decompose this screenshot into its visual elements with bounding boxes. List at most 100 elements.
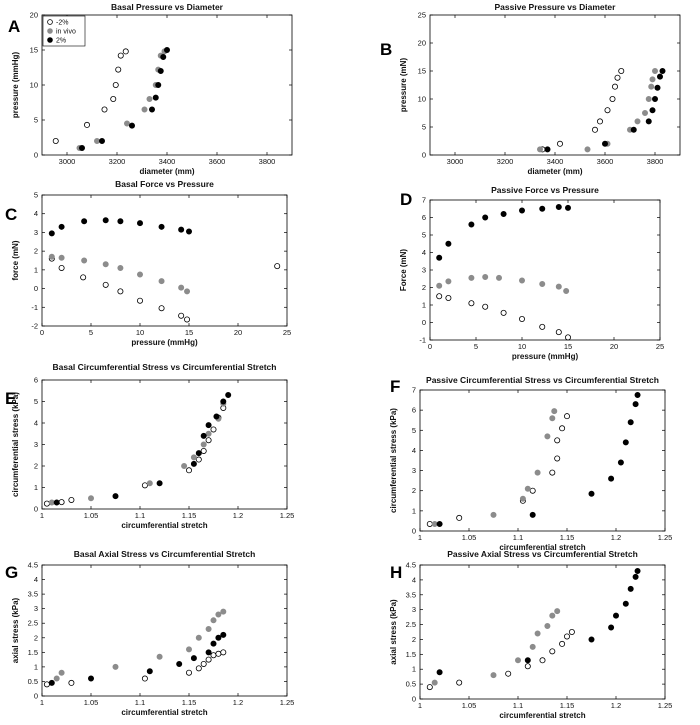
panel-letter: A [8, 17, 20, 36]
panel-letter: G [5, 563, 18, 582]
y-tick-label: 6 [34, 376, 38, 385]
data-point-neg2 [210, 652, 217, 659]
x-axis-label: circumferential stretch [499, 711, 585, 720]
data-point-pos2 [102, 217, 109, 224]
data-point-invivo [649, 76, 656, 83]
x-tick-label: 3200 [109, 157, 126, 166]
data-point-neg2 [205, 656, 212, 663]
data-point-invivo [549, 415, 556, 422]
data-point-invivo [495, 274, 502, 281]
y-tick-label: 4.5 [406, 561, 416, 570]
y-tick-label: 2 [34, 633, 38, 642]
legend-label-invivo: in vivo [56, 29, 76, 36]
data-point-neg2 [220, 649, 227, 656]
y-tick-label: 0.5 [406, 680, 416, 689]
x-tick-label: 1 [418, 533, 422, 542]
data-point-invivo [146, 480, 153, 487]
y-tick-label: 4 [34, 575, 38, 584]
data-point-invivo [156, 653, 163, 660]
data-point-invivo [445, 278, 452, 285]
y-tick-label: 1 [34, 265, 38, 274]
x-tick-label: 1.2 [611, 533, 621, 542]
legend: -2% in vivo 2% [42, 15, 86, 47]
y-tick-label: 1.5 [28, 648, 38, 657]
data-point-pos2 [88, 675, 95, 682]
data-point-pos2 [178, 226, 185, 233]
data-point-invivo [634, 118, 641, 125]
x-axis-label: diameter (mm) [139, 167, 194, 176]
x-tick-label: 1.25 [280, 511, 295, 520]
data-point-invivo [519, 495, 526, 502]
x-tick-label: 1.1 [135, 698, 145, 707]
x-tick-label: 1.05 [84, 698, 99, 707]
data-point-pos2 [195, 450, 202, 457]
data-point-invivo [584, 146, 591, 153]
y-tick-label: 0 [34, 692, 38, 701]
data-point-neg2 [554, 437, 561, 444]
data-point-pos2 [622, 439, 629, 446]
panel-letter: E [5, 389, 16, 408]
data-point-invivo [537, 146, 544, 153]
data-point-pos2 [79, 144, 86, 151]
data-point-invivo [205, 626, 212, 633]
data-point-pos2 [190, 460, 197, 467]
y-tick-label: 20 [30, 11, 38, 20]
data-point-invivo [539, 280, 546, 287]
x-tick-label: 1.05 [462, 533, 477, 542]
data-point-pos2 [163, 47, 170, 54]
data-point-neg2 [117, 52, 124, 59]
y-tick-label: 6 [422, 213, 426, 222]
x-tick-label: 1.1 [135, 511, 145, 520]
data-point-pos2 [565, 204, 572, 211]
y-tick-label: -1 [419, 336, 426, 345]
axes-box [41, 194, 288, 327]
y-axis-label: pressure (mmHg) [11, 52, 20, 119]
x-tick-label: 5 [474, 342, 478, 351]
data-point-pos2 [622, 600, 629, 607]
y-tick-label: 10 [418, 95, 426, 104]
y-tick-label: 3 [34, 604, 38, 613]
data-point-pos2 [613, 612, 620, 619]
y-tick-label: 0 [422, 151, 426, 160]
axes-box [429, 199, 661, 341]
data-point-neg2 [618, 68, 625, 75]
panel-letter: C [5, 205, 17, 224]
data-point-invivo [58, 669, 65, 676]
data-point-invivo [431, 520, 438, 527]
y-axis-label: circumferential stress (kPa) [11, 392, 20, 497]
x-tick-label: 0 [40, 328, 44, 337]
y-tick-label: 0 [34, 151, 38, 160]
data-point-invivo [210, 617, 217, 624]
data-point-neg2 [195, 665, 202, 672]
data-point-neg2 [122, 48, 129, 55]
x-tick-label: 1.15 [182, 698, 197, 707]
data-point-pos2 [220, 398, 227, 405]
x-tick-label: 0 [428, 342, 432, 351]
data-point-neg2 [539, 323, 546, 330]
data-point-pos2 [617, 459, 624, 466]
y-tick-label: 7 [422, 196, 426, 205]
y-tick-label: 4 [34, 419, 38, 428]
y-axis-label: axial stress (kPa) [11, 597, 20, 663]
data-point-pos2 [146, 668, 153, 675]
data-point-neg2 [555, 329, 562, 336]
data-point-invivo [184, 288, 191, 295]
x-axis-label: pressure (mmHg) [131, 338, 198, 347]
data-point-pos2 [200, 432, 207, 439]
data-point-neg2 [68, 679, 75, 686]
data-point-neg2 [529, 487, 536, 494]
y-tick-label: 20 [418, 39, 426, 48]
data-point-neg2 [210, 426, 217, 433]
y-tick-label: 2.5 [406, 620, 416, 629]
data-point-invivo [642, 110, 649, 117]
y-tick-label: 0 [412, 695, 416, 704]
data-point-invivo [195, 634, 202, 641]
data-point-neg2 [549, 648, 556, 655]
legend-label-neg2: -2% [56, 20, 68, 27]
data-point-invivo [519, 277, 526, 284]
x-tick-label: 3800 [259, 157, 276, 166]
x-axis-label: circumferential stretch [121, 708, 207, 717]
panel-a: A Basal Pressure vs Diameter 3000 3200 3400 3… [8, 2, 293, 176]
legend-marker-pos2 [47, 37, 53, 43]
